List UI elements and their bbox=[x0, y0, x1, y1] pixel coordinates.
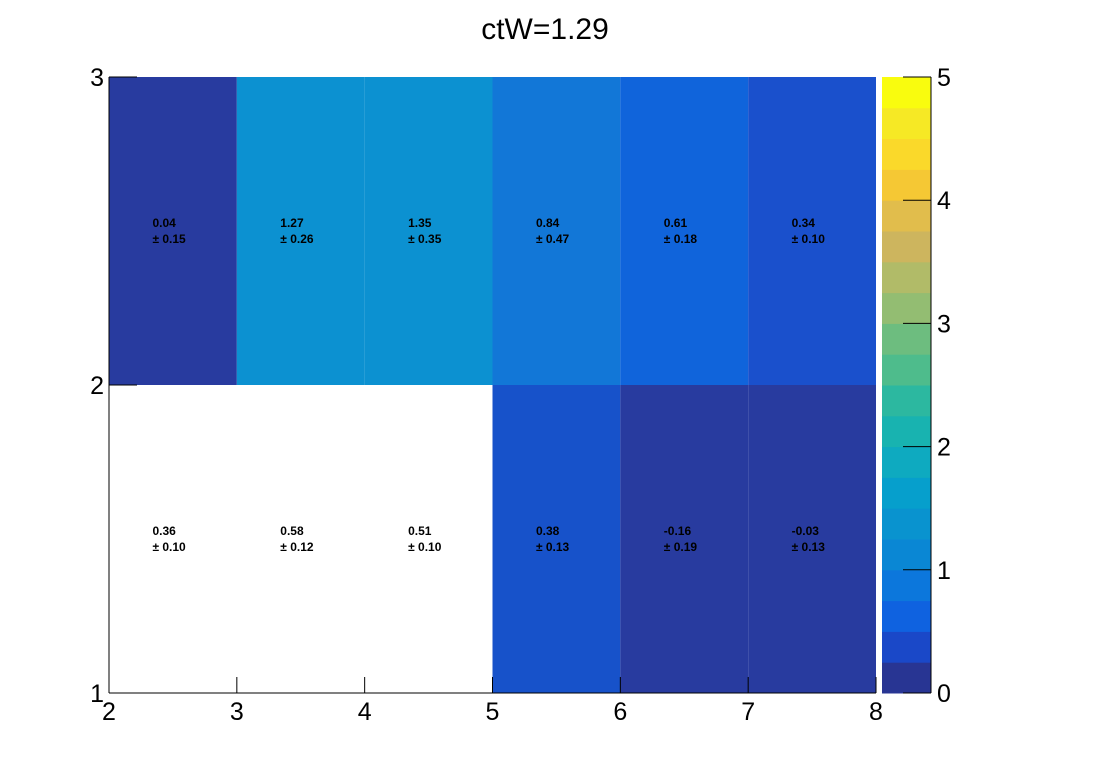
cell-error-label: ± 0.47 bbox=[536, 232, 570, 246]
cell-error-label: ± 0.35 bbox=[408, 232, 442, 246]
cell-value-label: 0.38 bbox=[536, 524, 560, 538]
colorbar-segment bbox=[882, 107, 931, 140]
cell-value-label: -0.03 bbox=[792, 524, 820, 538]
cell-value-label: 0.34 bbox=[792, 216, 816, 230]
colorbar-segment bbox=[882, 138, 931, 170]
cell-value-label: 0.61 bbox=[664, 216, 688, 230]
colorbar-segment bbox=[882, 385, 931, 417]
cell-error-label: ± 0.13 bbox=[792, 540, 826, 554]
cell-error-label: ± 0.10 bbox=[408, 540, 442, 554]
y-tick-label: 2 bbox=[90, 372, 104, 400]
colorbar-segment bbox=[882, 631, 931, 663]
heatmap-cell bbox=[748, 385, 876, 693]
colorbar-segment bbox=[882, 569, 931, 602]
chart-title: ctW=1.29 bbox=[481, 13, 609, 46]
cell-error-label: ± 0.10 bbox=[152, 540, 186, 554]
cell-value-label: 0.58 bbox=[280, 524, 304, 538]
cell-value-label: 0.84 bbox=[536, 216, 560, 230]
cell-value-label: 0.51 bbox=[408, 524, 432, 538]
y-tick-label: 3 bbox=[90, 64, 104, 92]
cell-value-label: 0.36 bbox=[152, 524, 176, 538]
colorbar-segment bbox=[882, 261, 931, 294]
cell-value-label: 0.04 bbox=[152, 216, 176, 230]
colorbar-segment bbox=[882, 169, 931, 201]
heatmap-cell bbox=[109, 77, 237, 385]
colorbar: 0 1 2 3 4 5 bbox=[882, 64, 951, 708]
heatmap-cell bbox=[364, 385, 493, 693]
cell-value-label: 1.35 bbox=[408, 216, 432, 230]
x-tick-label: 3 bbox=[230, 698, 244, 726]
colorbar-segment bbox=[882, 231, 931, 263]
heatmap-cell bbox=[236, 385, 365, 693]
heatmap-cell bbox=[748, 77, 876, 385]
x-tick-label: 4 bbox=[358, 698, 372, 726]
colorbar-segment bbox=[882, 200, 931, 232]
colorbar-segment bbox=[882, 323, 931, 355]
cell-value-label: -0.16 bbox=[664, 524, 692, 538]
heatmap-cell bbox=[364, 77, 493, 385]
colorbar-tick-label: 3 bbox=[937, 310, 951, 338]
x-tick-label: 7 bbox=[741, 698, 755, 726]
y-tick-label: 1 bbox=[90, 680, 104, 708]
colorbar-tick-label: 5 bbox=[937, 64, 951, 92]
cell-error-label: ± 0.12 bbox=[280, 540, 314, 554]
colorbar-segment bbox=[882, 415, 931, 448]
colorbar-tick-label: 0 bbox=[937, 680, 951, 708]
x-tick-label: 6 bbox=[613, 698, 627, 726]
cell-error-label: ± 0.19 bbox=[664, 540, 698, 554]
cell-error-label: ± 0.15 bbox=[152, 232, 186, 246]
colorbar-segment bbox=[882, 77, 931, 109]
colorbar-tick-label: 1 bbox=[937, 557, 951, 585]
cell-labels: 0.04 ± 0.15 1.27 ± 0.26 1.35 ± 0.35 0.84 ± 0.47… bbox=[152, 216, 825, 554]
heatmap-cell bbox=[620, 77, 749, 385]
heatmap-cell bbox=[492, 385, 621, 693]
heatmap-cell bbox=[620, 385, 749, 693]
cell-error-label: ± 0.13 bbox=[536, 540, 570, 554]
colorbar-tick-label: 4 bbox=[937, 187, 951, 215]
x-tick-label: 8 bbox=[869, 698, 883, 726]
cell-error-label: ± 0.26 bbox=[280, 232, 314, 246]
heatmap-cells bbox=[109, 77, 876, 693]
heatmap-cell bbox=[109, 385, 237, 693]
colorbar-segment bbox=[882, 477, 931, 509]
colorbar-segment bbox=[882, 354, 931, 386]
heatmap-cell bbox=[492, 77, 621, 385]
cell-error-label: ± 0.10 bbox=[792, 232, 826, 246]
x-tick-label: 5 bbox=[486, 698, 500, 726]
cell-value-label: 1.27 bbox=[280, 216, 304, 230]
colorbar-segment bbox=[882, 292, 931, 324]
colorbar-segment bbox=[882, 662, 931, 694]
colorbar-segment bbox=[882, 539, 931, 571]
colorbar-segment bbox=[882, 446, 931, 478]
colorbar-tick-label: 2 bbox=[937, 434, 951, 462]
heatmap-cell bbox=[236, 77, 365, 385]
colorbar-segment bbox=[882, 508, 931, 540]
colorbar-segment bbox=[882, 600, 931, 632]
cell-error-label: ± 0.18 bbox=[664, 232, 698, 246]
x-tick-label: 2 bbox=[102, 698, 116, 726]
